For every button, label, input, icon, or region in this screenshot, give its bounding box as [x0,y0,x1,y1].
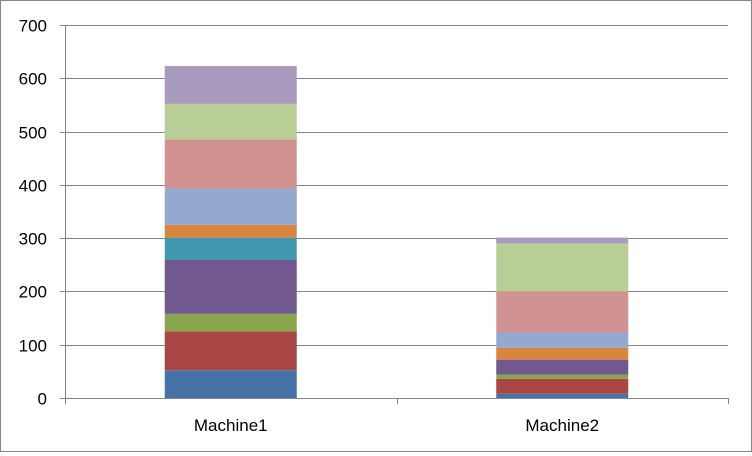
bar-segment-machine1-s1 [164,370,297,398]
bar-segment-machine2-s8 [496,291,629,333]
bar-segment-machine2-s9 [496,243,629,292]
y-tick-label: 700 [19,17,47,36]
bar-segment-machine1-s10 [164,66,297,104]
y-tick-label: 0 [38,390,47,409]
gridlines [65,25,728,346]
bar-segment-machine1-s5 [164,237,297,260]
bar-segment-machine1-s8 [164,139,297,189]
bar-segment-machine2-s6 [496,347,629,360]
y-tick-label: 500 [19,124,47,143]
y-tick-label: 300 [19,230,47,249]
x-category-label: Machine2 [525,416,599,435]
y-tick-label: 200 [19,283,47,302]
bar-segment-machine2-s10 [496,237,629,244]
bar-segment-machine1-s4 [164,259,297,314]
bar-segment-machine1-s3 [164,313,297,332]
x-category-labels: Machine1 Machine2 [194,416,599,435]
bar-segment-machine1-s2 [164,331,297,371]
bar-segment-machine2-s2 [496,378,629,394]
y-tick-label: 100 [19,337,47,356]
bar-stacks [164,66,629,398]
y-tick-labels: 0 100 200 300 400 500 600 700 [19,17,47,409]
bar-segment-machine1-s9 [164,103,297,140]
bar-segment-machine1-s6 [164,224,297,238]
y-tick-label: 400 [19,177,47,196]
bar-segment-machine2-s7 [496,332,629,348]
bar-segment-machine1-s7 [164,188,297,225]
bar-segment-machine2-s1 [496,393,629,398]
axes [60,25,729,404]
x-category-label: Machine1 [194,416,268,435]
bar-segment-machine2-s4 [496,359,629,375]
y-tick-label: 600 [19,70,47,89]
bar-segment-machine2-s3 [496,374,629,379]
